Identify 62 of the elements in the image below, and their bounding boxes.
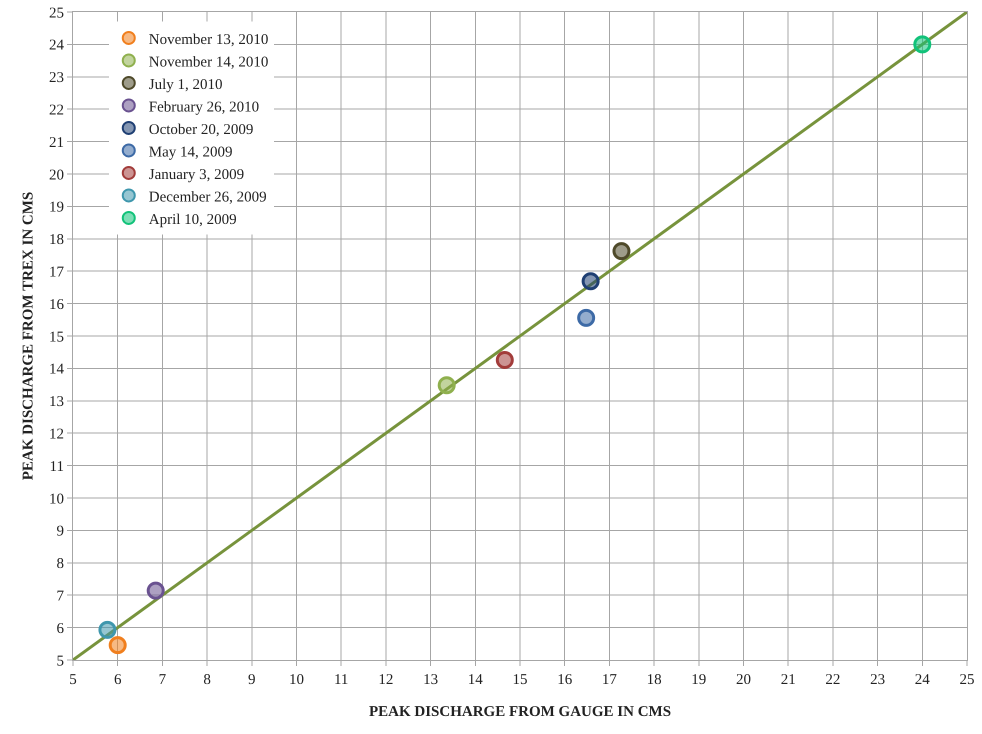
y-tick-label: 25 [49,5,64,22]
legend-label: November 13, 2010 [148,32,268,48]
x-tick-label: 25 [960,672,974,688]
legend-label: December 26, 2009 [148,189,267,206]
legend-label: February 26, 2010 [148,99,260,116]
x-tick-label: 24 [914,672,930,688]
y-tick-label: 17 [49,264,64,280]
point [496,350,514,369]
x-tick-label: 10 [289,672,304,688]
x-tick-label: 14 [468,672,484,688]
y-tick-label: 6 [56,620,64,637]
x-tick-label: 19 [691,672,706,688]
x-tick-label: 12 [378,672,394,688]
y-tick-label: 5 [56,653,64,670]
x-tick-label: 18 [646,672,662,688]
y-tick-label: 10 [49,491,64,508]
y-tick-label: 18 [49,232,64,248]
y-tick-label: 23 [49,70,64,86]
point [612,242,630,260]
legend-label: May 14, 2009 [148,144,233,160]
x-tick-label: 5 [69,672,77,688]
y-tick-label: 16 [49,296,64,313]
y-tick-label: 22 [49,102,64,118]
y-tick-label: 20 [49,167,64,184]
legend-label: January 3, 2009 [148,166,244,183]
point [577,308,596,327]
y-tick-label: 7 [56,588,64,604]
x-tick-label: 22 [825,672,840,688]
point [438,376,456,394]
x-tick-label: 9 [248,672,256,688]
x-tick-label: 20 [736,672,751,688]
x-tick-label: 8 [203,672,211,688]
legend-label: April 10, 2009 [148,212,237,228]
y-tick-label: 12 [49,426,64,442]
x-tick-label: 23 [870,672,886,688]
x-tick-label: 13 [423,672,438,688]
x-tick-label: 7 [158,672,167,688]
point [582,272,600,290]
point [98,620,116,639]
y-tick-label: 21 [49,134,64,151]
y-tick-label: 9 [56,524,64,540]
x-tick-label: 11 [334,672,348,688]
y-axis-title: PEAK DISCHARGE FROM TREX IN CMS [20,192,36,480]
x-tick-label: 15 [512,672,528,688]
y-tick-label: 14 [49,362,64,378]
legend-label: October 20, 2009 [148,122,254,138]
x-tick-label: 21 [780,672,796,688]
legend-label: July 1, 2010 [148,76,223,93]
y-tick-label: 13 [49,394,64,410]
x-tick-label: 6 [114,672,122,688]
y-tick-label: 8 [56,556,64,572]
y-tick-label: 19 [49,200,64,216]
x-tick-label: 16 [557,672,573,688]
y-tick-label: 15 [49,329,64,346]
x-axis-title: PEAK DISCHARGE FROM GAUGE IN CMS [368,704,672,720]
legend-label: November 14, 2010 [148,54,268,70]
x-tick-label: 17 [602,672,618,688]
y-tick-label: 11 [50,458,64,475]
y-tick-label: 24 [49,38,64,54]
point [913,35,932,54]
point [146,582,165,600]
point [108,636,127,654]
